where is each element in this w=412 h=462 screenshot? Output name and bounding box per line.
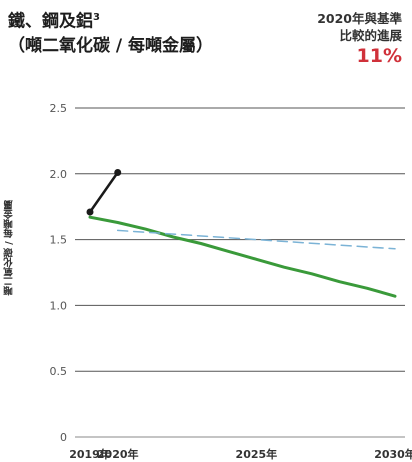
title-footnote: 3 <box>93 12 100 23</box>
y-tick-label: 1.5 <box>50 234 68 247</box>
title-unit: （噸二氧化碳 / 每噸金屬） <box>8 35 214 56</box>
y-tick-label: 0 <box>60 431 67 444</box>
x-tick-label: 2030年 <box>374 447 412 461</box>
y-tick-label: 2.0 <box>50 168 68 181</box>
x-tick-label: 2025年 <box>236 447 278 461</box>
progress-box: 2020年與基準 比較的進展 11% <box>317 10 402 68</box>
y-tick-label: 0.5 <box>50 365 68 378</box>
y-tick-label: 1.0 <box>50 299 68 312</box>
series-line-target <box>88 215 397 298</box>
series-line-actual <box>88 171 119 214</box>
chart-title: 鐵、鋼及鋁3 （噸二氧化碳 / 每噸金屬） <box>8 6 213 58</box>
progress-label-2: 比較的進展 <box>339 28 402 43</box>
progress-value: 11% <box>356 45 402 67</box>
progress-label-1: 2020年與基準 <box>317 11 402 26</box>
title-line1: 鐵、鋼及鋁 <box>8 11 93 32</box>
x-tick-label: 2019年 <box>69 447 111 461</box>
y-tick-label: 2.5 <box>50 102 68 115</box>
x-tick-label: 2020年 <box>97 447 139 461</box>
data-point-actual <box>86 208 94 216</box>
data-point-actual <box>114 168 122 176</box>
series-line-benchmark <box>116 229 396 250</box>
